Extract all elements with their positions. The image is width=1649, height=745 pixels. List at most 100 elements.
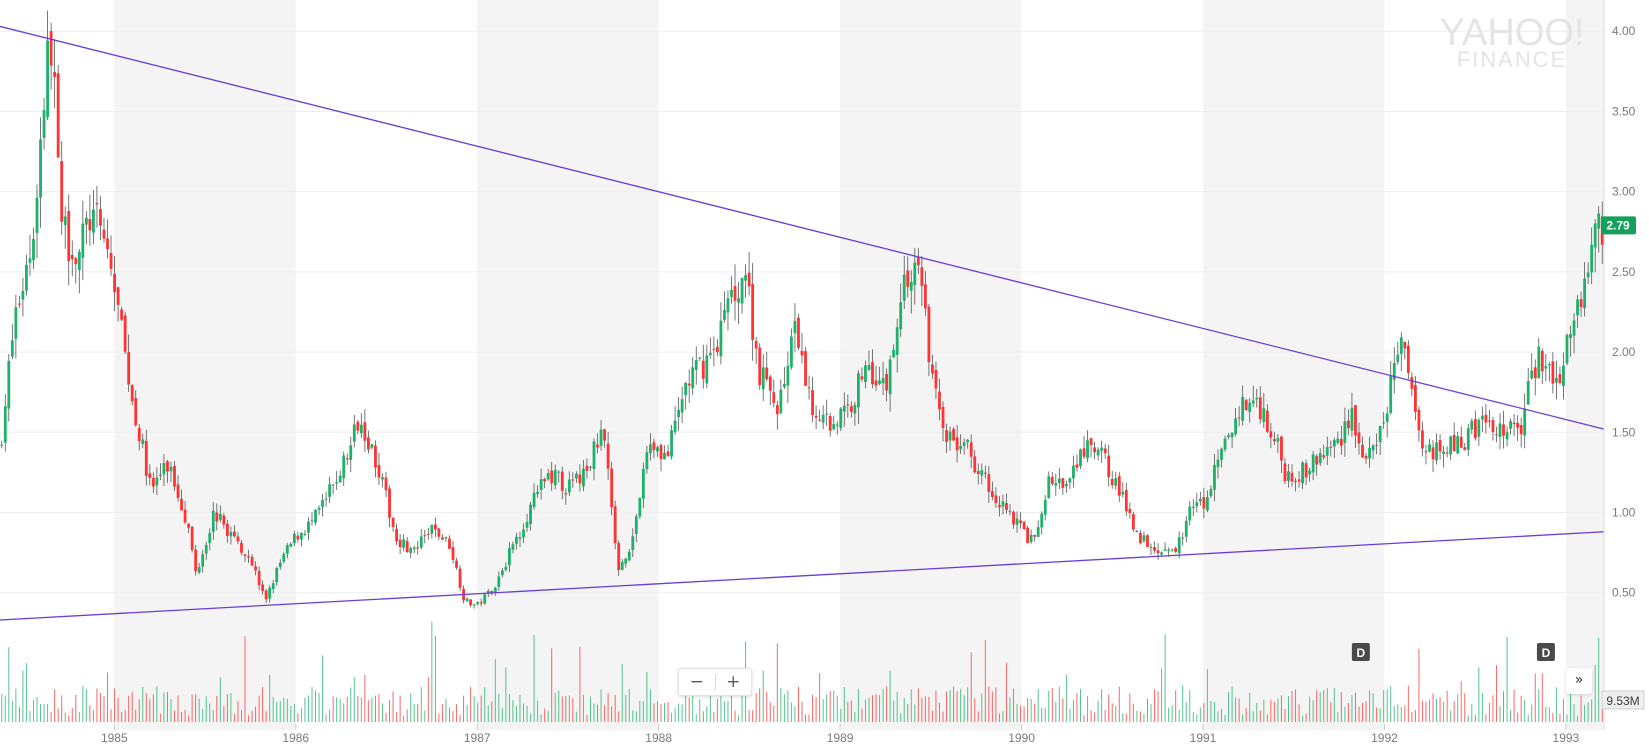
candle-body [240, 542, 243, 553]
candle-body [959, 445, 963, 450]
candle-body [1502, 424, 1505, 436]
candle-body [60, 161, 64, 222]
candle-body [324, 498, 328, 500]
candle-body [927, 306, 931, 363]
candle-body [730, 289, 733, 297]
candle-body [1449, 436, 1453, 455]
candle-body [508, 548, 511, 566]
candle-body [1466, 428, 1470, 450]
candle-body [1371, 445, 1375, 451]
x-tick-label: 1988 [645, 731, 672, 745]
candle-body [529, 504, 532, 525]
candle-body [1590, 244, 1594, 273]
candle-body [871, 362, 874, 385]
candle-body [1361, 444, 1364, 458]
candle-body [585, 465, 589, 471]
candle-body [582, 468, 585, 487]
candle-body [1438, 440, 1442, 452]
candle-body [860, 376, 864, 380]
candle-body [77, 251, 81, 271]
candle-body [194, 549, 198, 572]
candle-body [1121, 491, 1125, 495]
candle-body [137, 428, 141, 442]
candle-body [1128, 508, 1132, 513]
candle-body [1343, 421, 1347, 443]
candle-body [1276, 437, 1280, 442]
candle-body [649, 444, 652, 454]
candle-body [1304, 463, 1308, 478]
candle-body [67, 211, 71, 261]
candle-body [222, 515, 226, 525]
candle-body [173, 465, 176, 487]
candle-body [740, 278, 744, 304]
candle-body [1498, 423, 1502, 437]
candle-body [892, 349, 896, 358]
candle-body [680, 399, 684, 413]
candle-body [1198, 498, 1202, 502]
candle-body [1061, 478, 1065, 488]
zoom-out-button[interactable]: − [679, 669, 715, 695]
candle-body [303, 533, 307, 535]
candle-body [980, 469, 984, 476]
candle-body [1431, 447, 1435, 460]
candle-body [973, 456, 977, 473]
candle-body [10, 340, 14, 357]
candle-body [1491, 420, 1495, 433]
candle-body [1523, 408, 1527, 436]
zoom-control: − + [678, 668, 752, 696]
candle-body [331, 484, 335, 486]
y-tick-label: 2.00 [1612, 345, 1636, 359]
candle-body [472, 604, 476, 606]
candle-body [1174, 548, 1178, 552]
candle-body [84, 217, 88, 225]
candle-body [1586, 272, 1590, 278]
scroll-to-latest-button[interactable]: » [1566, 668, 1592, 694]
candle-body [719, 320, 723, 357]
x-tick-label: 1993 [1553, 731, 1580, 745]
candle-body [1114, 478, 1118, 486]
event-marker-box [1536, 643, 1555, 661]
candle-body [151, 478, 155, 487]
candle-body [469, 599, 473, 606]
candle-body [1262, 408, 1266, 422]
candle-body [1378, 425, 1382, 443]
candle-body [1227, 435, 1230, 438]
plus-icon: + [726, 672, 741, 692]
candle-body [176, 484, 180, 498]
candle-body [634, 516, 638, 534]
last-price-badge: 2.79 [1601, 216, 1636, 235]
candle-body [775, 405, 779, 415]
candle-body [1110, 478, 1114, 486]
candle-body [627, 551, 631, 561]
candle-body [1244, 400, 1248, 411]
candle-body [398, 539, 402, 547]
candle-body [402, 539, 406, 548]
candle-body [589, 466, 592, 468]
candle-body [144, 441, 148, 476]
candle-body [620, 561, 624, 570]
x-tick-label: 1992 [1371, 731, 1398, 745]
candle-body [878, 380, 881, 384]
zoom-in-button[interactable]: + [716, 669, 752, 695]
candle-body [923, 284, 927, 309]
candle-body [1456, 436, 1460, 454]
y-tick-label: 1.50 [1612, 425, 1636, 439]
candle-body [857, 373, 860, 408]
candle-body [116, 287, 120, 305]
candle-body [56, 73, 60, 158]
candle-body [1488, 420, 1491, 422]
candle-body [578, 474, 582, 484]
candle-body [1576, 299, 1579, 316]
candle-body [278, 562, 282, 568]
candle-body [233, 531, 236, 537]
candle-body [409, 548, 413, 553]
candle-body [1547, 364, 1551, 366]
candle-body [1075, 464, 1079, 468]
candle-body [1597, 213, 1601, 229]
candle-body [1230, 432, 1234, 438]
candle-body [613, 506, 617, 544]
candle-body [1533, 367, 1537, 379]
